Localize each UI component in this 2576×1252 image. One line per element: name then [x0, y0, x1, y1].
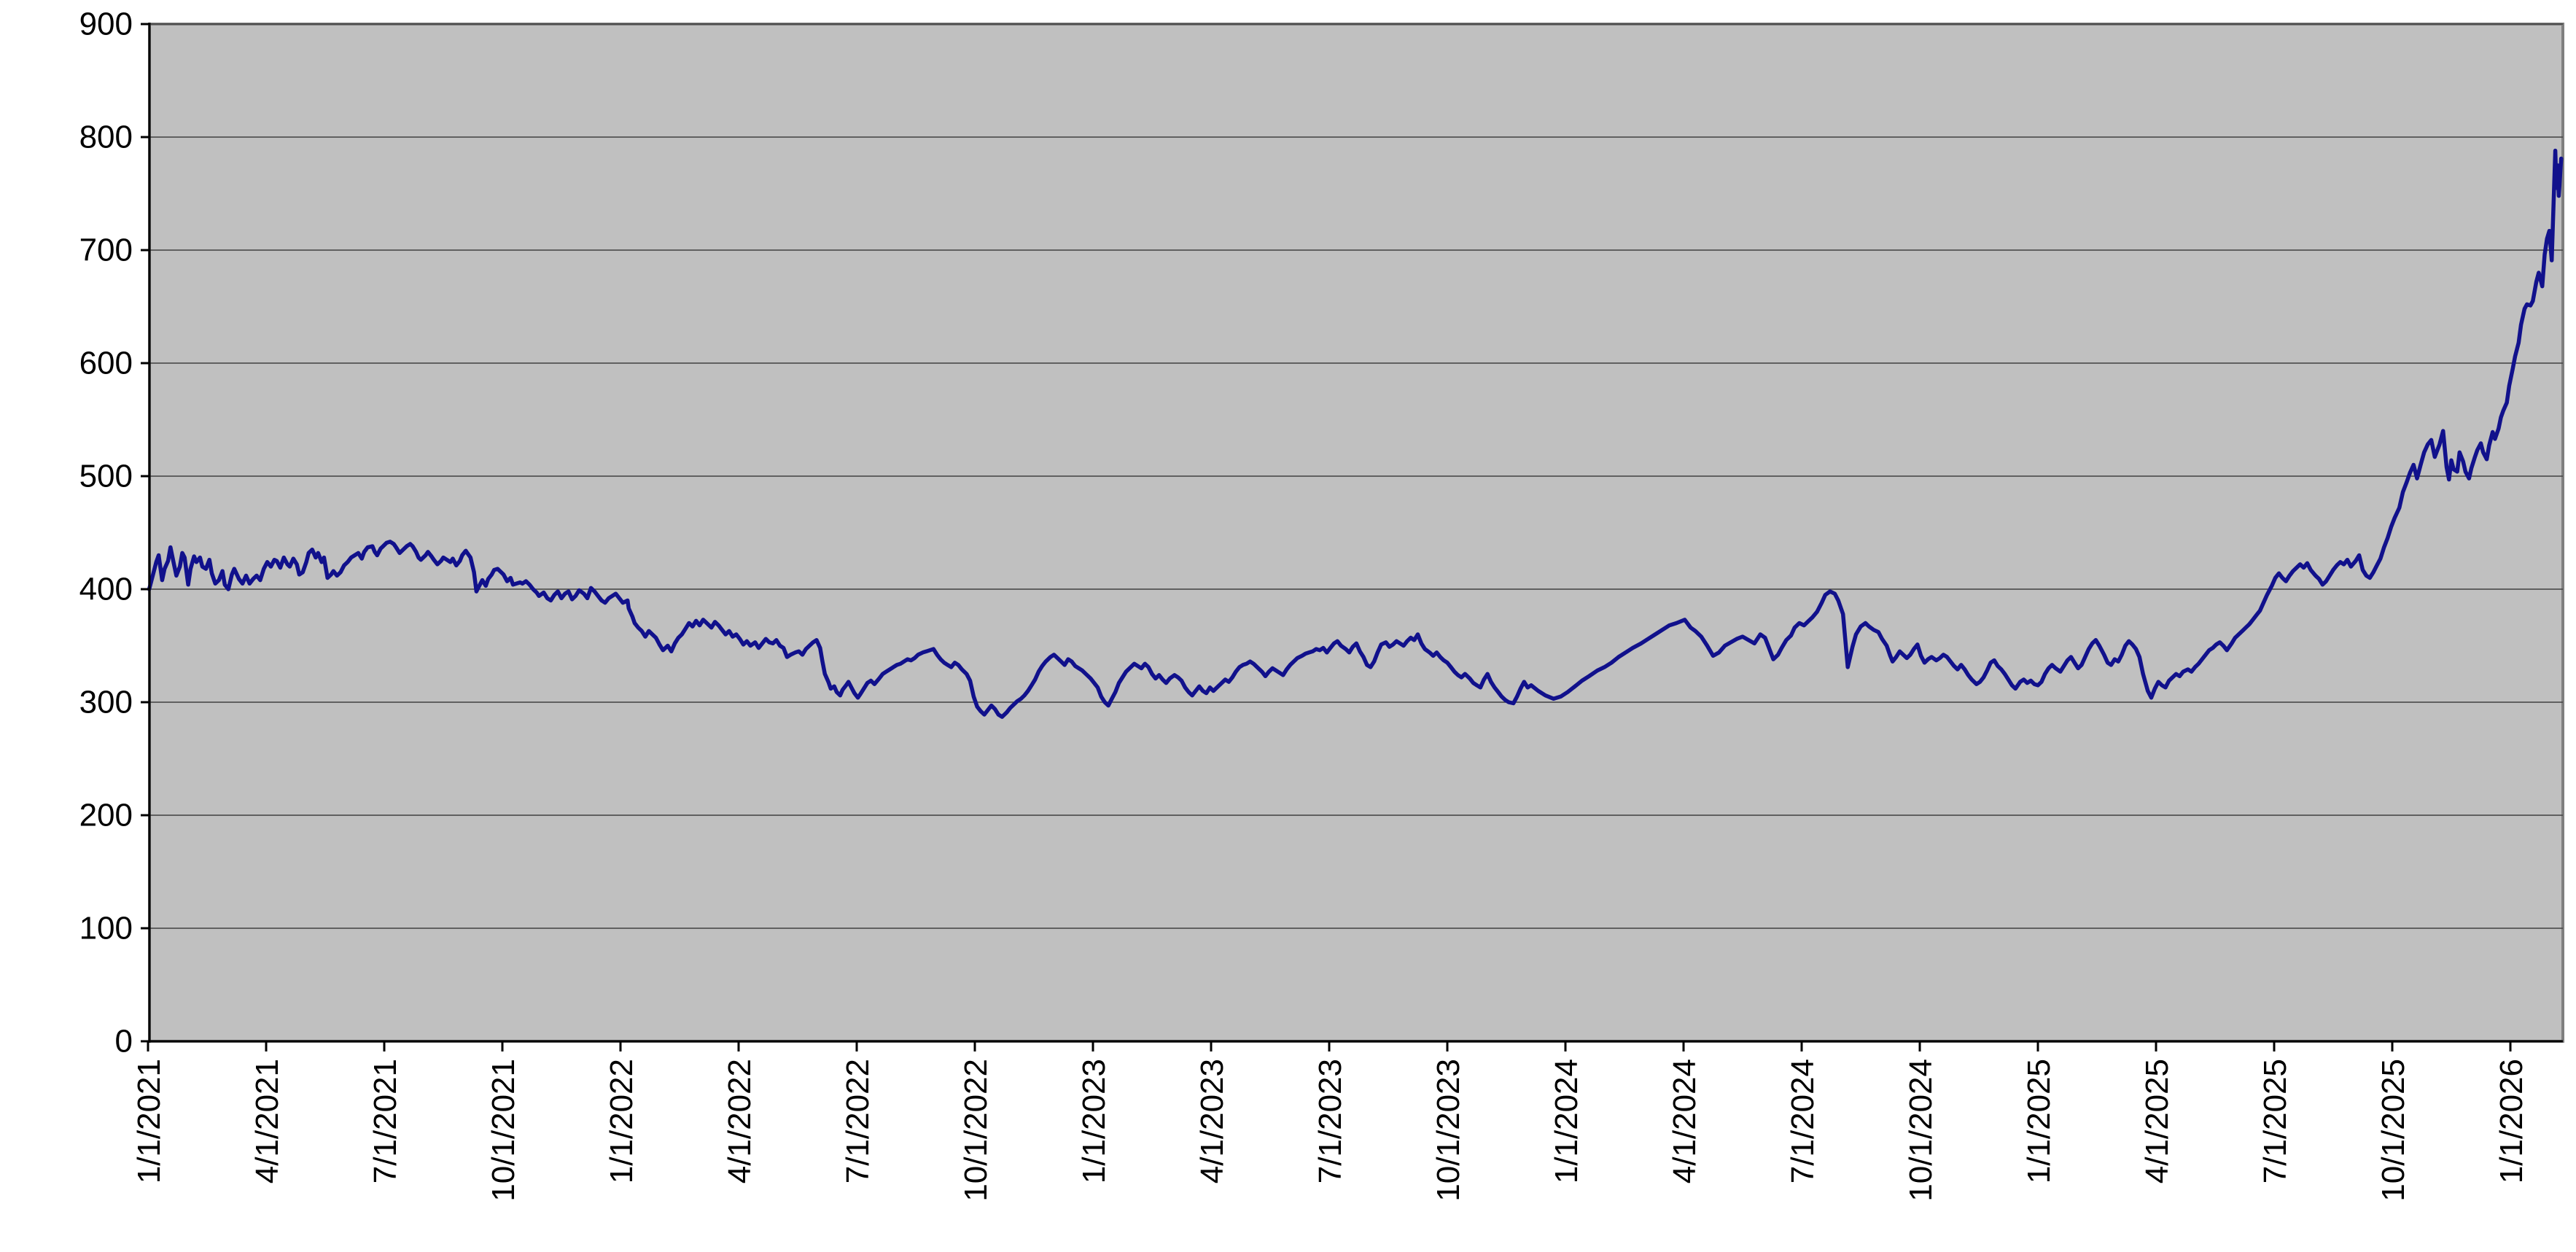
- data-series: [147, 148, 2564, 719]
- x-tick-label-1/1/2024: 1/1/2024: [1549, 1059, 1584, 1183]
- gridlines: [149, 23, 2563, 929]
- x-tick-label-1/1/2023: 1/1/2023: [1076, 1059, 1112, 1183]
- y-tick-label-700: 700: [79, 233, 133, 268]
- x-tick-label-4/1/2025: 4/1/2025: [2139, 1059, 2175, 1183]
- y-tick-label-100: 100: [79, 911, 133, 946]
- x-tick-label-1/1/2026: 1/1/2026: [2494, 1059, 2529, 1183]
- axes: [148, 23, 2563, 1043]
- x-axis-labels: 1/1/2021 4/1/2021 7/1/2021 10/1/2021 1/1/202…: [131, 1059, 2529, 1202]
- tick-marks: [141, 23, 2512, 1051]
- series-line-price: [147, 148, 2564, 719]
- y-tick-label-800: 800: [79, 120, 133, 155]
- x-tick-label-1/1/2022: 1/1/2022: [604, 1059, 639, 1183]
- x-tick-label-10/1/2025: 10/1/2025: [2375, 1059, 2411, 1202]
- x-tick-label-1/1/2025: 1/1/2025: [2021, 1059, 2057, 1183]
- x-tick-label-10/1/2024: 10/1/2024: [1903, 1059, 1939, 1202]
- x-tick-label-7/1/2025: 7/1/2025: [2257, 1059, 2293, 1183]
- y-tick-label-900: 900: [79, 7, 133, 42]
- x-tick-label-4/1/2023: 4/1/2023: [1194, 1059, 1230, 1183]
- x-tick-label-10/1/2021: 10/1/2021: [486, 1059, 521, 1202]
- x-tick-label-10/1/2022: 10/1/2022: [958, 1059, 994, 1202]
- x-tick-label-7/1/2021: 7/1/2021: [367, 1059, 403, 1183]
- x-tick-label-4/1/2024: 4/1/2024: [1667, 1059, 1703, 1183]
- plot-background: [148, 23, 2564, 1043]
- y-tick-label-200: 200: [79, 798, 133, 833]
- y-tick-label-500: 500: [79, 459, 133, 494]
- x-tick-label-7/1/2024: 7/1/2024: [1785, 1059, 1821, 1183]
- y-tick-label-300: 300: [79, 685, 133, 720]
- x-tick-label-10/1/2023: 10/1/2023: [1431, 1059, 1466, 1202]
- x-tick-label-4/1/2021: 4/1/2021: [249, 1059, 285, 1183]
- plot-area: [148, 23, 2564, 1043]
- x-tick-label-7/1/2022: 7/1/2022: [840, 1059, 876, 1183]
- x-tick-label-7/1/2023: 7/1/2023: [1312, 1059, 1348, 1183]
- y-tick-label-0: 0: [115, 1024, 133, 1059]
- y-tick-label-400: 400: [79, 572, 133, 607]
- x-tick-label-1/1/2021: 1/1/2021: [131, 1059, 167, 1183]
- y-tick-label-600: 600: [79, 346, 133, 381]
- y-axis-labels: 0 100 200 300 400 500 600 700 800 900: [79, 7, 133, 1059]
- x-tick-label-4/1/2022: 4/1/2022: [722, 1059, 758, 1183]
